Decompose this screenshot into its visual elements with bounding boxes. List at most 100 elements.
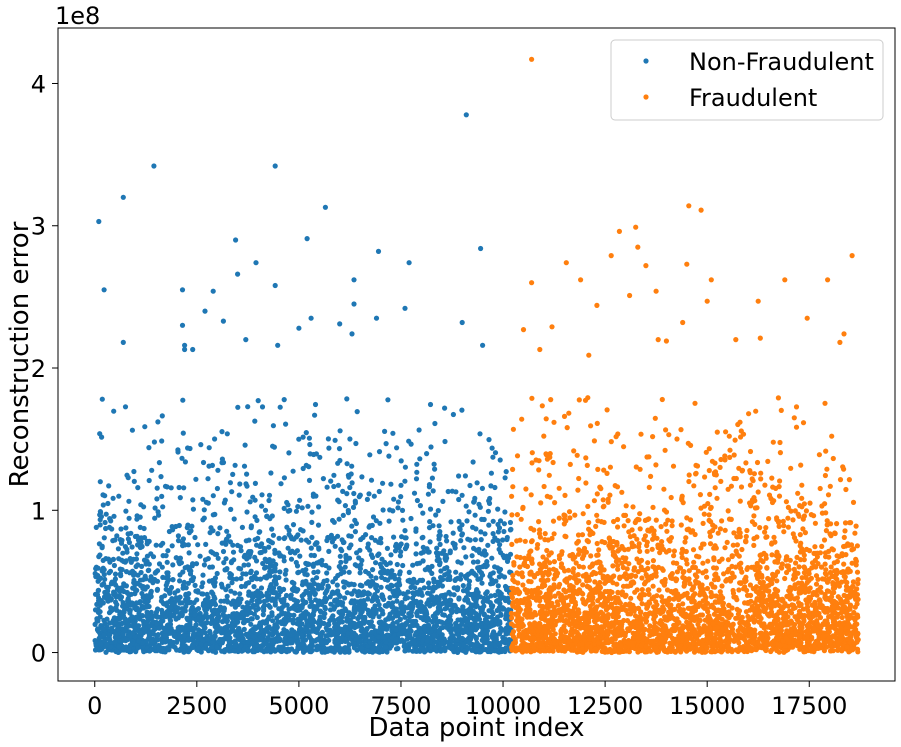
point-non-fraudulent <box>230 598 236 604</box>
point-non-fraudulent <box>455 617 461 623</box>
point-non-fraudulent <box>266 614 272 620</box>
point-fraudulent <box>796 564 802 570</box>
point-non-fraudulent <box>294 634 300 640</box>
point-non-fraudulent <box>382 428 388 434</box>
point-non-fraudulent <box>148 588 154 595</box>
point-non-fraudulent <box>402 648 408 654</box>
point-non-fraudulent <box>388 481 394 487</box>
point-non-fraudulent <box>377 620 383 626</box>
point-non-fraudulent <box>505 555 512 561</box>
point-non-fraudulent <box>122 559 128 565</box>
point-non-fraudulent <box>150 619 156 625</box>
point-non-fraudulent <box>306 477 313 483</box>
point-non-fraudulent <box>117 571 124 577</box>
point-non-fraudulent <box>127 610 133 616</box>
point-non-fraudulent <box>106 610 113 616</box>
point-non-fraudulent <box>383 640 389 646</box>
point-non-fraudulent <box>108 597 114 603</box>
point-non-fraudulent <box>422 567 428 573</box>
point-non-fraudulent <box>502 648 508 655</box>
point-non-fraudulent <box>175 538 182 544</box>
point-non-fraudulent <box>342 595 348 601</box>
point-non-fraudulent <box>111 589 117 595</box>
point-non-fraudulent <box>309 519 315 526</box>
point-non-fraudulent <box>396 631 402 638</box>
point-non-fraudulent <box>282 571 288 577</box>
point-non-fraudulent <box>435 508 441 514</box>
point-non-fraudulent <box>190 506 196 512</box>
point-non-fraudulent <box>160 504 166 510</box>
point-non-fraudulent <box>126 646 132 652</box>
point-non-fraudulent <box>112 639 118 645</box>
point-non-fraudulent <box>153 609 160 615</box>
point-non-fraudulent <box>276 535 282 541</box>
point-non-fraudulent <box>430 488 436 494</box>
point-non-fraudulent <box>114 533 120 539</box>
point-non-fraudulent <box>357 582 363 588</box>
point-non-fraudulent <box>144 541 150 547</box>
point-non-fraudulent <box>158 474 164 480</box>
point-fraudulent <box>669 523 675 529</box>
point-non-fraudulent <box>160 574 166 581</box>
point-non-fraudulent <box>371 493 377 499</box>
point-non-fraudulent <box>176 633 182 639</box>
point-non-fraudulent <box>436 523 442 529</box>
point-non-fraudulent <box>497 619 503 625</box>
point-non-fraudulent <box>295 646 301 652</box>
point-non-fraudulent <box>502 509 508 515</box>
point-non-fraudulent <box>284 524 290 530</box>
point-non-fraudulent <box>490 531 496 537</box>
point-non-fraudulent <box>124 589 130 596</box>
point-non-fraudulent <box>406 438 412 444</box>
point-non-fraudulent <box>460 588 467 594</box>
point-non-fraudulent <box>155 509 161 515</box>
point-non-fraudulent <box>224 528 230 534</box>
point-non-fraudulent <box>176 559 182 565</box>
point-non-fraudulent <box>112 571 119 577</box>
point-non-fraudulent <box>177 600 183 606</box>
point-non-fraudulent <box>357 623 364 629</box>
point-non-fraudulent <box>289 627 295 633</box>
point-non-fraudulent <box>92 607 99 613</box>
point-non-fraudulent <box>467 614 473 621</box>
point-non-fraudulent <box>140 577 146 583</box>
point-non-fraudulent <box>144 593 150 599</box>
point-non-fraudulent <box>101 287 107 293</box>
point-non-fraudulent <box>227 480 233 486</box>
point-non-fraudulent <box>397 569 403 575</box>
point-non-fraudulent <box>386 615 392 621</box>
point-non-fraudulent <box>103 511 109 517</box>
point-fraudulent <box>561 413 568 419</box>
point-non-fraudulent <box>131 478 137 484</box>
point-non-fraudulent <box>316 559 322 565</box>
point-non-fraudulent <box>181 485 187 491</box>
point-non-fraudulent <box>193 476 199 482</box>
point-non-fraudulent <box>212 436 218 442</box>
point-non-fraudulent <box>210 493 216 499</box>
point-non-fraudulent <box>269 526 275 532</box>
point-non-fraudulent <box>107 620 113 626</box>
point-non-fraudulent <box>335 497 341 503</box>
point-non-fraudulent <box>107 568 114 574</box>
point-non-fraudulent <box>342 624 348 630</box>
point-non-fraudulent <box>405 589 411 595</box>
point-non-fraudulent <box>465 645 471 651</box>
point-fraudulent <box>691 649 698 655</box>
point-non-fraudulent <box>409 619 416 625</box>
point-non-fraudulent <box>212 583 218 589</box>
point-non-fraudulent <box>394 590 400 596</box>
point-non-fraudulent <box>440 498 446 504</box>
point-non-fraudulent <box>321 578 327 584</box>
point-non-fraudulent <box>370 614 376 620</box>
point-non-fraudulent <box>488 619 494 626</box>
point-non-fraudulent <box>383 644 389 650</box>
point-fraudulent <box>669 518 675 524</box>
point-non-fraudulent <box>399 507 406 513</box>
point-non-fraudulent <box>354 550 360 556</box>
point-non-fraudulent <box>203 611 209 617</box>
point-non-fraudulent <box>432 420 438 427</box>
point-non-fraudulent <box>306 464 312 470</box>
point-non-fraudulent <box>235 271 241 277</box>
point-non-fraudulent <box>468 626 474 632</box>
point-non-fraudulent <box>259 404 266 410</box>
